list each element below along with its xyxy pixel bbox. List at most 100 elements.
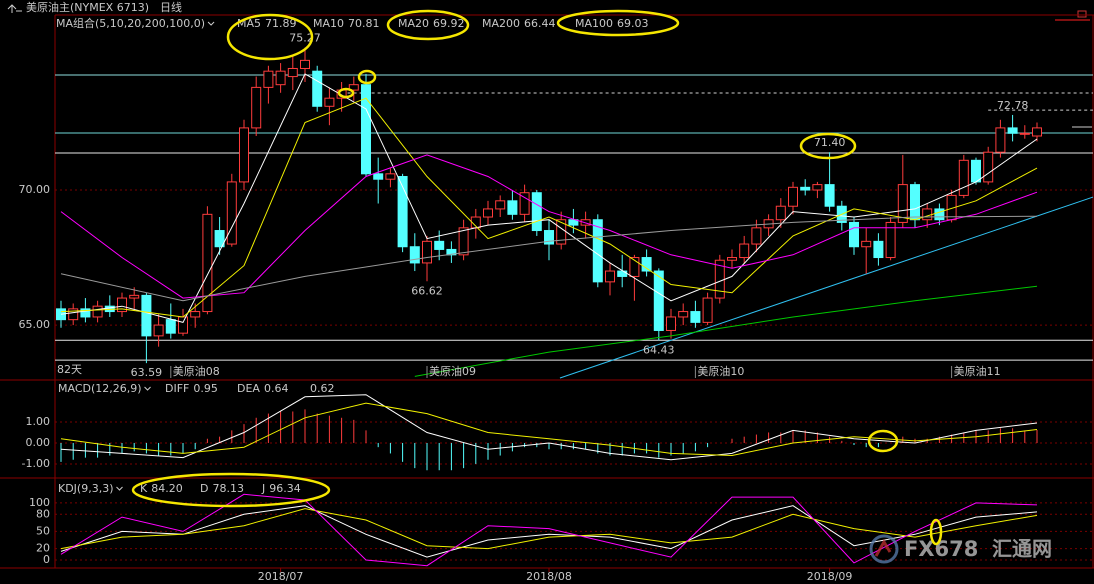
panel-title: MACD(12,26,9) bbox=[58, 382, 142, 395]
y-tick-label: -1.00 bbox=[22, 457, 50, 470]
legend-entry: MA200 66.44 bbox=[482, 17, 556, 30]
candle-body bbox=[361, 84, 371, 175]
panel-title: MA组合(5,10,20,200,100,0) bbox=[56, 16, 205, 30]
price-label: 72.78 bbox=[997, 99, 1029, 112]
contract-label: 美原油11 bbox=[954, 364, 1001, 378]
candle-body bbox=[788, 186, 798, 207]
candle-body bbox=[958, 159, 969, 196]
candle-body bbox=[165, 319, 176, 334]
legend-name: DIFF bbox=[165, 382, 189, 395]
candle-body bbox=[68, 308, 79, 321]
legend-name: D bbox=[200, 482, 208, 495]
y-tick-label: 50 bbox=[36, 524, 50, 537]
legend-name: J bbox=[261, 482, 265, 495]
legend-value: 66.44 bbox=[524, 17, 556, 30]
candle-body bbox=[1032, 127, 1042, 137]
candle-body bbox=[397, 176, 408, 248]
candle-body bbox=[849, 221, 859, 248]
x-tick-label: 2018/08 bbox=[526, 570, 572, 583]
candle-body bbox=[434, 240, 445, 250]
candle-body bbox=[971, 159, 981, 183]
x-tick-label: 2018/07 bbox=[258, 570, 304, 583]
candle-body bbox=[190, 311, 201, 318]
y-tick-label: 100 bbox=[29, 496, 50, 509]
legend-entry: DIFF 0.95 bbox=[165, 382, 218, 395]
candle-body bbox=[214, 230, 225, 248]
candle-body bbox=[287, 67, 298, 78]
candle-body bbox=[751, 227, 762, 245]
candle-body bbox=[824, 184, 835, 207]
watermark-name: 汇通网 bbox=[992, 537, 1052, 561]
legend-entry: J 96.34 bbox=[261, 482, 301, 495]
candle-body bbox=[385, 173, 396, 180]
candle-body bbox=[226, 181, 237, 245]
contract-label: 美原油08 bbox=[173, 364, 220, 378]
period-label: 日线 bbox=[160, 0, 182, 14]
window-icon bbox=[1077, 10, 1087, 18]
candle-body bbox=[80, 308, 91, 318]
price-label: 66.62 bbox=[411, 284, 443, 297]
candle-body bbox=[641, 257, 652, 272]
legend-name: MA20 bbox=[398, 17, 429, 30]
candle-body bbox=[117, 297, 127, 313]
candle-body bbox=[592, 219, 603, 283]
candle-body bbox=[739, 243, 750, 259]
candle-body bbox=[239, 127, 249, 183]
candle-body bbox=[483, 208, 493, 218]
y-tick-label: 70.00 bbox=[19, 183, 51, 196]
legend-value: 69.92 bbox=[433, 17, 465, 30]
candle-body bbox=[178, 316, 188, 334]
candle-body bbox=[1007, 127, 1018, 134]
candle-body bbox=[910, 184, 920, 221]
candle-body bbox=[800, 186, 811, 191]
annotations bbox=[131, 9, 943, 546]
candle-body bbox=[531, 192, 542, 232]
candle-body bbox=[775, 205, 786, 221]
price-label: 63.59 bbox=[131, 366, 163, 379]
price-label: 71.40 bbox=[814, 136, 846, 149]
legend-entry: MA10 70.81 bbox=[313, 17, 380, 30]
candle-body bbox=[275, 70, 286, 86]
candle-body bbox=[983, 151, 994, 183]
candle-body bbox=[995, 127, 1006, 153]
candle-body bbox=[897, 184, 908, 223]
watermark-brand: FX678 bbox=[904, 537, 978, 561]
candle-body bbox=[373, 173, 384, 180]
candle-body bbox=[202, 213, 213, 313]
y-tick-label: 0.00 bbox=[26, 436, 51, 449]
dropdown-chevron bbox=[207, 21, 215, 26]
candle-body bbox=[519, 192, 530, 215]
macd-value: 0.62 bbox=[310, 382, 335, 395]
candle-body bbox=[934, 208, 945, 221]
legend-name: MA10 bbox=[313, 17, 344, 30]
dropdown-chevron bbox=[116, 486, 123, 491]
candle-body bbox=[92, 305, 103, 318]
candle-body bbox=[300, 59, 310, 69]
symbol-title: 美原油主(NYMEX 6713) bbox=[26, 0, 149, 14]
candle-body bbox=[141, 294, 152, 337]
legend-value: 0.64 bbox=[264, 382, 289, 395]
candle-body bbox=[629, 257, 640, 277]
legend-value: 0.95 bbox=[193, 382, 218, 395]
candle-body bbox=[324, 97, 335, 107]
legend-name: MA100 bbox=[575, 17, 613, 30]
legend-value: 70.81 bbox=[348, 17, 380, 30]
candle-body bbox=[885, 221, 896, 259]
legend-entry: D 78.13 bbox=[200, 482, 244, 495]
contract-label: 美原油09 bbox=[429, 364, 476, 378]
candle-body bbox=[422, 240, 432, 264]
candle-body bbox=[458, 227, 469, 256]
legend-value: 96.34 bbox=[269, 482, 301, 495]
legend-entry: MA20 69.92 bbox=[398, 17, 465, 30]
candle-body bbox=[922, 208, 933, 221]
candle-body bbox=[129, 294, 140, 299]
candle-body bbox=[312, 70, 323, 107]
plot: 65.00 70.00 75.27 72.78 71.40 66.62 64.43 63.59… bbox=[19, 16, 1094, 583]
indicator-line bbox=[60, 508, 1038, 550]
candle-body bbox=[702, 297, 713, 323]
indicator-line bbox=[60, 394, 1038, 461]
candle-body bbox=[1019, 132, 1030, 135]
y-tick-label: 0 bbox=[43, 553, 50, 566]
